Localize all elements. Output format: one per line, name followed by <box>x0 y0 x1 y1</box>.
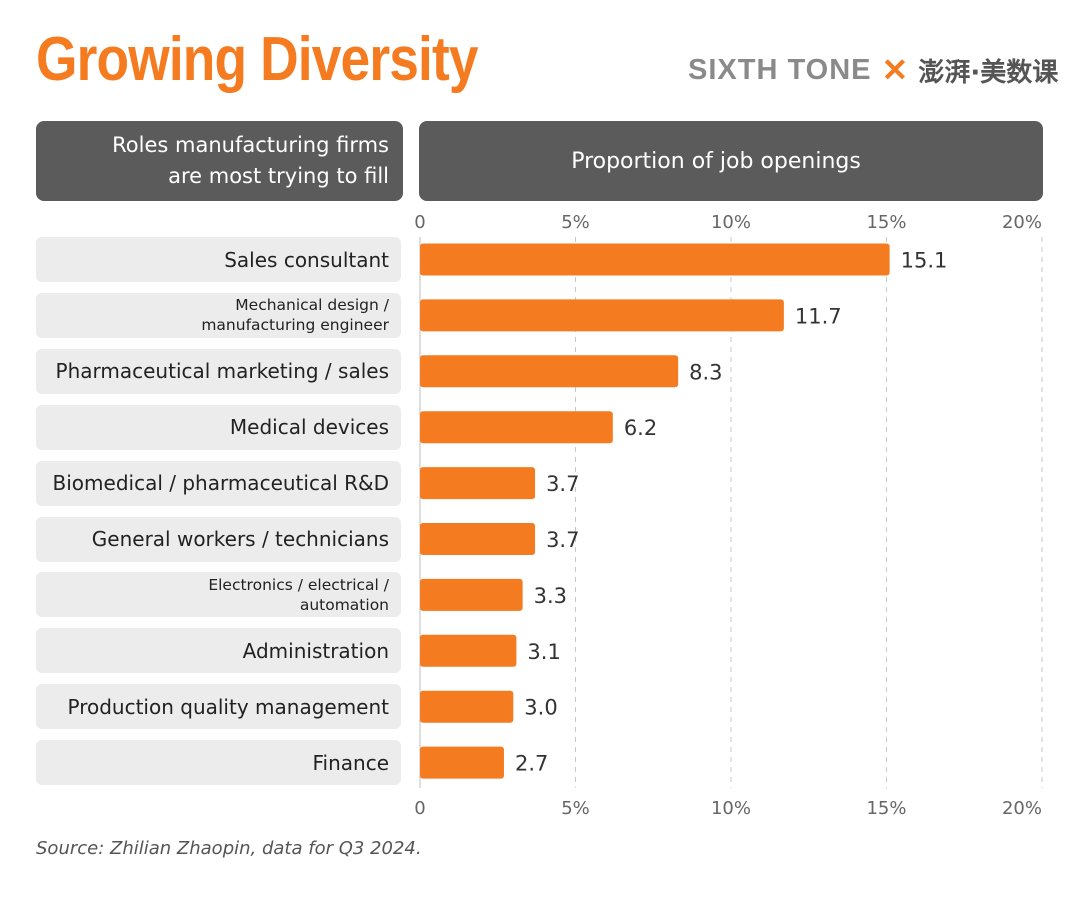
x-tick-label-top: 15% <box>866 212 906 233</box>
bar-value-label: 3.1 <box>527 640 560 664</box>
bar-value-label: 8.3 <box>689 360 722 384</box>
bar <box>420 355 679 388</box>
bar <box>420 746 504 779</box>
category-label-line: Sales consultant <box>224 247 389 272</box>
category-label: Electronics / electrical / automation <box>208 575 389 615</box>
category-label-line: General workers / technicians <box>91 527 389 551</box>
bar <box>420 690 514 723</box>
bar-value-label: 6.2 <box>624 416 657 440</box>
x-tick-label-bottom: 20% <box>1002 798 1042 819</box>
bar-value-label: 3.0 <box>524 696 557 720</box>
chart-title: Growing Diversity <box>36 25 479 94</box>
partner-logo: 澎湃·美数课 <box>918 57 1059 88</box>
category-row: Electronics / electrical / automation <box>36 572 401 618</box>
category-label-line: Mechanical design / <box>235 296 389 315</box>
source-note: Source: Zhilian Zhaopin, data for Q3 202… <box>36 838 422 859</box>
value-panel-header: Proportion of job openings <box>419 121 1043 201</box>
category-row: Administration <box>36 628 401 674</box>
x-tick-label-bottom: 15% <box>866 798 906 819</box>
category-row: Sales consultant <box>36 237 401 282</box>
category-row: Biomedical / pharmaceutical R&D <box>36 460 401 506</box>
category-label: Finance <box>312 751 389 775</box>
bar-value-label: 11.7 <box>795 304 842 328</box>
bar-value-label: 3.7 <box>546 472 579 496</box>
bar <box>420 411 613 444</box>
category-row: General workers / technicians <box>36 516 401 562</box>
category-label-line: Production quality management <box>67 694 389 719</box>
category-label: General workers / technicians <box>92 527 389 551</box>
bar <box>420 634 517 667</box>
category-label-line: Electronics / electrical / <box>208 575 389 594</box>
category-label-line: Medical devices <box>229 415 389 440</box>
category-label: Medical devices <box>230 415 389 439</box>
category-row: Medical devices <box>36 404 401 450</box>
category-label: Production quality management <box>67 695 389 719</box>
x-tick-label-bottom: 0 <box>414 798 425 819</box>
category-label: Biomedical / pharmaceutical R&D <box>53 471 389 495</box>
x-tick-label-bottom: 5% <box>561 798 590 819</box>
category-row: Pharmaceutical marketing / sales <box>36 348 401 394</box>
cross-icon: ✕ <box>881 52 909 88</box>
category-label-line: Finance <box>312 750 389 775</box>
category-label: Pharmaceutical marketing / sales <box>56 359 389 383</box>
category-label: Mechanical design / manufacturing enginee… <box>201 295 389 335</box>
category-header-line1: Roles manufacturing firms <box>112 133 389 157</box>
bar-value-label: 3.3 <box>534 584 567 608</box>
category-label: Sales consultant <box>224 248 389 272</box>
x-tick-label-bottom: 10% <box>711 798 751 819</box>
bar-value-label: 15.1 <box>901 249 948 273</box>
x-tick-label-top: 5% <box>561 212 590 233</box>
bar <box>420 578 523 611</box>
x-tick-label-top: 10% <box>711 212 751 233</box>
category-header-line2: are most trying to fill <box>168 164 389 188</box>
category-label-line: automation <box>299 595 389 614</box>
x-tick-label-top: 20% <box>1002 212 1042 233</box>
category-label-line: Pharmaceutical marketing / sales <box>55 359 389 384</box>
value-header-label: Proportion of job openings <box>571 148 861 174</box>
category-label-line: Biomedical / pharmaceutical R&D <box>52 471 389 496</box>
category-panel-header: Roles manufacturing firms are most tryin… <box>36 121 403 201</box>
bar <box>420 523 536 555</box>
bar <box>420 299 784 332</box>
category-label: Administration <box>243 639 389 663</box>
category-label-line: manufacturing engineer <box>201 316 389 335</box>
x-tick-label-top: 0 <box>414 212 425 233</box>
category-row: Production quality management <box>36 684 401 730</box>
bar <box>420 467 536 500</box>
bar-value-label: 3.7 <box>546 528 579 552</box>
bar <box>420 243 890 276</box>
sixth-tone-logo: SIXTH TONE <box>688 53 872 86</box>
brand-logo: SIXTH TONE ✕ 澎湃·美数课 <box>688 52 1058 88</box>
bar-value-label: 2.7 <box>515 752 548 776</box>
category-row: Mechanical design / manufacturing enginee… <box>36 292 401 338</box>
category-label-line: Administration <box>242 638 389 663</box>
category-row: Finance <box>36 740 401 786</box>
